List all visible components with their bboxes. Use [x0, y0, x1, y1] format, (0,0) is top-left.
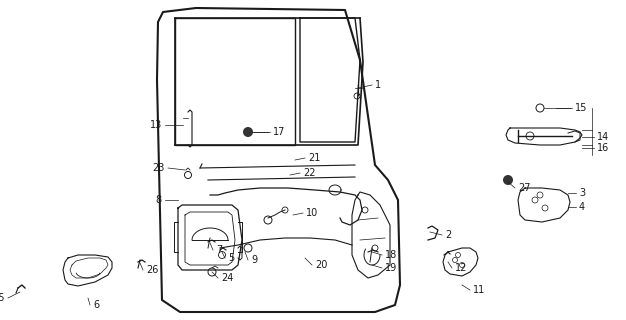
- Text: 5: 5: [228, 253, 234, 263]
- Text: 8: 8: [156, 195, 162, 205]
- Text: 9: 9: [251, 255, 257, 265]
- Text: 22: 22: [303, 168, 316, 178]
- Text: 14: 14: [597, 132, 609, 142]
- Text: 23: 23: [153, 163, 165, 173]
- Text: 24: 24: [221, 273, 233, 283]
- Text: 25: 25: [0, 293, 5, 303]
- Text: 10: 10: [306, 208, 318, 218]
- Text: 26: 26: [146, 265, 158, 275]
- Circle shape: [503, 175, 513, 185]
- Text: 19: 19: [385, 263, 398, 273]
- Text: 4: 4: [579, 202, 585, 212]
- Text: 13: 13: [150, 120, 162, 130]
- Circle shape: [243, 127, 253, 137]
- Text: 2: 2: [445, 230, 451, 240]
- Text: 27: 27: [518, 183, 530, 193]
- Text: 20: 20: [315, 260, 327, 270]
- Text: 17: 17: [273, 127, 285, 137]
- Text: 1: 1: [375, 80, 381, 90]
- Text: 11: 11: [473, 285, 485, 295]
- Text: 3: 3: [579, 188, 585, 198]
- Text: 7: 7: [216, 245, 222, 255]
- Text: 16: 16: [597, 143, 609, 153]
- Text: 6: 6: [93, 300, 99, 310]
- Text: 21: 21: [308, 153, 321, 163]
- Text: 18: 18: [385, 250, 398, 260]
- Text: 15: 15: [575, 103, 587, 113]
- Text: 12: 12: [455, 263, 468, 273]
